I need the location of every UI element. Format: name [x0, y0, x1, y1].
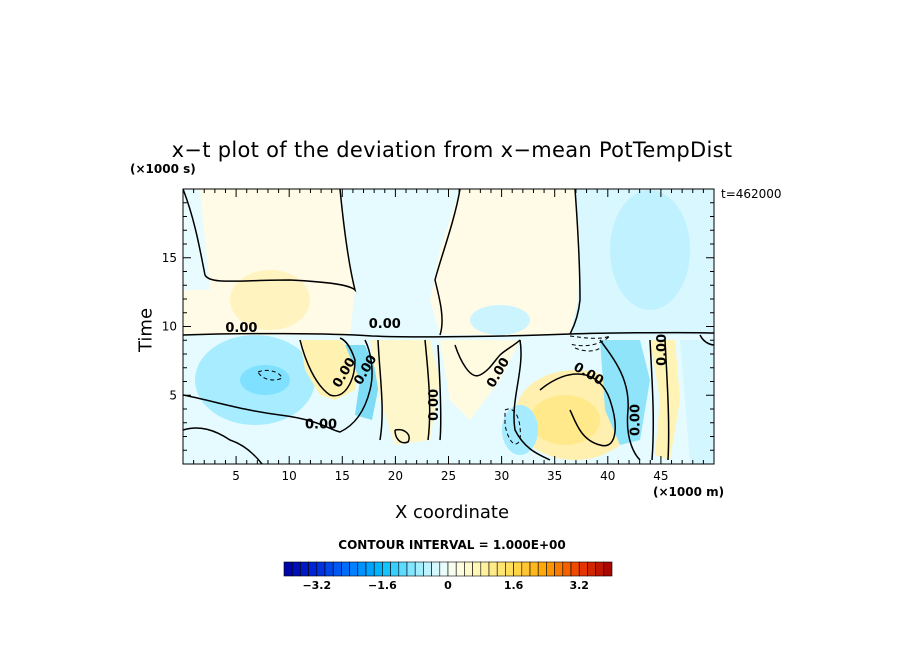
colorbar-cell: [546, 561, 555, 577]
colorbar-cell: [472, 561, 482, 577]
x-tick-label: 25: [441, 469, 456, 483]
x-axis-unit: (×1000 m): [653, 485, 725, 499]
x-tick-label: 35: [547, 469, 562, 483]
colorbar-cell: [398, 561, 408, 577]
y-axis-unit: (×1000 s): [130, 162, 196, 176]
colorbar-cell: [291, 561, 301, 577]
contour-label: 0.00: [629, 404, 644, 436]
colorbar-cell: [447, 561, 457, 577]
x-tick-label: 45: [653, 469, 668, 483]
colorbar-cell: [562, 561, 572, 577]
colorbar-cell: [587, 561, 596, 577]
colorbar-cell: [390, 561, 400, 577]
colorbar-cell: [513, 561, 523, 577]
x-tick-label: 20: [388, 469, 403, 483]
colorbar-cell: [537, 561, 547, 577]
colorbar-cell: [300, 561, 309, 577]
colorbar-cell: [341, 561, 350, 577]
y-tick-label: 15: [162, 251, 177, 265]
colorbar-tick-label: −3.2: [302, 579, 331, 592]
colorbar-cell: [373, 561, 383, 577]
colorbar-tick-label: −1.6: [368, 579, 397, 592]
colorbar-cell: [464, 561, 473, 577]
negative-contours: [257, 335, 611, 445]
x-axis-label: X coordinate: [394, 502, 510, 523]
colorbar-cell: [488, 561, 498, 577]
colorbar-cell: [521, 561, 531, 577]
colorbar-cell: [529, 561, 539, 577]
colorbar-cell: [357, 561, 367, 577]
colorbar-cell: [554, 561, 564, 577]
colorbar-tick-label: 3.2: [569, 579, 589, 592]
colorbar-cell: [316, 561, 326, 577]
colorbar-cell: [406, 561, 416, 577]
contour-label: 0.00: [369, 317, 401, 332]
colorbar-cell: [480, 561, 490, 577]
x-tick-label: 40: [600, 469, 615, 483]
contour-label: 0.00: [427, 389, 442, 421]
colorbar-cell: [423, 561, 432, 577]
colorbar-cell: [365, 561, 375, 577]
colorbar-cell: [505, 561, 514, 577]
colorbar-cell: [455, 561, 465, 577]
contour-label: 0.00: [655, 334, 670, 366]
colorbar-tick-label: 1.6: [504, 579, 524, 592]
y-tick-label: 10: [162, 320, 177, 334]
colorbar-cell: [570, 561, 580, 577]
colorbar-cell: [496, 561, 506, 577]
timestamp-label: t=462000: [721, 187, 782, 201]
colorbar-cell: [382, 561, 391, 577]
x-tick-label: 5: [232, 469, 240, 483]
colorbar-cell: [603, 561, 613, 577]
x-tick-label: 30: [494, 469, 509, 483]
colorbar-cell: [349, 561, 359, 577]
colorbar-cell: [332, 561, 342, 577]
contour-label: 0.00: [305, 417, 337, 432]
colorbar-cell: [431, 561, 441, 577]
colorbar-tick-label: 0: [444, 579, 452, 592]
colorbar: −3.2 −1.6 0 1.6 3.2: [283, 561, 613, 592]
contour-lines: [183, 189, 714, 464]
colorbar-cell: [414, 561, 424, 577]
contour-interval-label: CONTOUR INTERVAL = 1.000E+00: [338, 538, 566, 552]
y-tick-label: 5: [169, 388, 177, 402]
colorbar-cell: [578, 561, 588, 577]
colorbar-cell: [308, 561, 318, 577]
colorbar-cell: [324, 561, 334, 577]
colorbar-cell: [439, 561, 449, 577]
axes: 5 10 15 20 25 30 35 40 45 5 10 15: [162, 189, 714, 483]
x-tick-label: 10: [282, 469, 297, 483]
colorbar-cell: [595, 561, 605, 577]
colorbar-cell: [283, 561, 293, 577]
chart-title: x−t plot of the deviation from x−mean Po…: [171, 138, 733, 162]
contour-label: 0.00: [225, 321, 257, 336]
x-tick-label: 15: [335, 469, 350, 483]
